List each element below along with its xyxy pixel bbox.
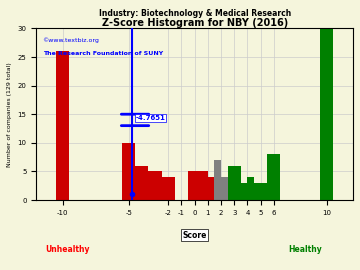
Text: Industry: Biotechnology & Medical Research: Industry: Biotechnology & Medical Resear… (99, 9, 291, 18)
Bar (241, 183, 247, 200)
Bar (320, 28, 333, 200)
Y-axis label: Number of companies (129 total): Number of companies (129 total) (7, 62, 12, 167)
Bar (148, 171, 162, 200)
Text: Score: Score (183, 231, 207, 240)
Text: The Research Foundation of SUNY: The Research Foundation of SUNY (42, 51, 163, 56)
Text: Unhealthy: Unhealthy (46, 245, 90, 254)
Bar (122, 143, 135, 200)
Bar (208, 177, 215, 200)
Text: -4.7651: -4.7651 (136, 115, 166, 121)
Bar (188, 171, 201, 200)
Bar (162, 177, 175, 200)
Bar (135, 166, 148, 200)
Bar (215, 160, 221, 200)
Text: ©www.textbiz.org: ©www.textbiz.org (42, 37, 99, 43)
Bar (56, 51, 69, 200)
Bar (195, 183, 201, 200)
Bar (247, 177, 254, 200)
Bar (267, 154, 280, 200)
Bar (221, 177, 228, 200)
Title: Z-Score Histogram for NBY (2016): Z-Score Histogram for NBY (2016) (102, 18, 288, 28)
Bar (201, 171, 208, 200)
Bar (234, 166, 241, 200)
Bar (254, 183, 267, 200)
Text: Healthy: Healthy (289, 245, 323, 254)
Bar (228, 166, 234, 200)
